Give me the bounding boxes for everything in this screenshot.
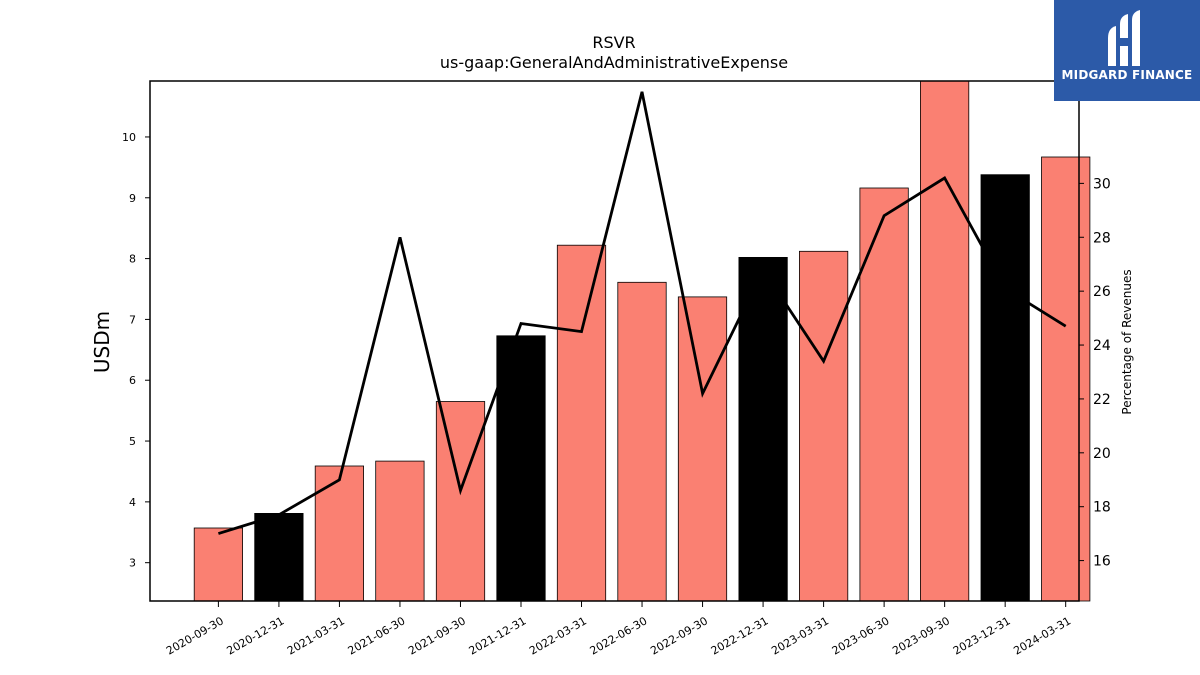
bar-2021-09-30	[435, 401, 486, 602]
x-tick-label: 2022-03-31	[527, 614, 589, 657]
x-tick-label: 2020-09-30	[164, 614, 226, 657]
chart-title: RSVR	[592, 33, 635, 52]
y-tick-label: 3	[129, 557, 136, 570]
bar-2022-03-31	[556, 244, 607, 602]
logo-text: MIDGARD FINANCE	[1061, 68, 1193, 82]
bar-2021-06-30	[375, 460, 425, 602]
y-tick-label: 5	[129, 435, 136, 448]
bar-2020-12-31	[254, 513, 304, 602]
bar-2022-09-30	[677, 296, 728, 602]
x-tick-label: 2023-09-30	[890, 614, 952, 657]
y2-tick-label: 28	[1093, 230, 1111, 246]
bar-2021-12-31	[496, 335, 546, 602]
x-tick-label: 2023-03-31	[769, 614, 831, 657]
y2-tick-label: 16	[1093, 554, 1111, 570]
y-tick-label: 9	[129, 192, 136, 205]
y2-tick-label: 20	[1093, 446, 1111, 462]
bars-layer	[193, 80, 1091, 602]
percentage-line	[217, 91, 1067, 535]
x-tick-label: 2022-09-30	[648, 614, 710, 657]
y2-tick-label: 24	[1093, 338, 1111, 354]
midgard-finance-logo: MIDGARD FINANCE	[1054, 0, 1200, 101]
y-tick-label: 7	[129, 313, 136, 326]
bar-2023-12-31	[980, 174, 1030, 602]
x-tick-label: 2021-09-30	[406, 614, 468, 657]
bar-2021-03-31	[314, 465, 365, 602]
y-tick-label: 6	[129, 374, 136, 387]
x-tick-label: 2023-12-31	[951, 614, 1013, 657]
midgard-logo-icon	[1108, 10, 1140, 66]
bar-2022-06-30	[617, 281, 667, 602]
bar-2022-12-31	[738, 256, 788, 602]
y2-axis-label: Percentage of Revenues	[1120, 269, 1134, 414]
x-tick-label: 2023-06-30	[830, 614, 892, 657]
y-tick-label: 4	[129, 496, 136, 509]
bar-2023-03-31	[799, 250, 849, 602]
line-layer	[217, 91, 1067, 535]
x-tick-label: 2021-12-31	[467, 614, 529, 657]
bar-2020-09-30	[193, 527, 243, 602]
bar-2023-09-30	[920, 80, 970, 602]
x-tick-label: 2021-03-31	[285, 614, 347, 657]
x-tick-label: 2022-06-30	[588, 614, 650, 657]
bar-2023-06-30	[859, 187, 909, 602]
y-tick-label: 8	[129, 253, 136, 266]
y2-tick-label: 30	[1093, 176, 1111, 192]
x-tick-label: 2021-06-30	[346, 614, 408, 657]
y2-tick-label: 22	[1093, 392, 1111, 408]
y2-tick-label: 26	[1093, 284, 1111, 300]
y2-tick-label: 18	[1093, 500, 1111, 516]
x-tick-label: 2024-03-31	[1011, 614, 1073, 657]
y-axis-label: USDm	[90, 311, 114, 373]
bar-2024-03-31	[1041, 156, 1091, 602]
plot-frame	[149, 80, 1080, 602]
x-tick-label: 2022-12-31	[709, 614, 771, 657]
x-tick-label: 2020-12-31	[225, 614, 287, 657]
y-tick-label: 10	[122, 131, 136, 144]
chart-subtitle: us-gaap:GeneralAndAdministrativeExpense	[440, 53, 788, 72]
